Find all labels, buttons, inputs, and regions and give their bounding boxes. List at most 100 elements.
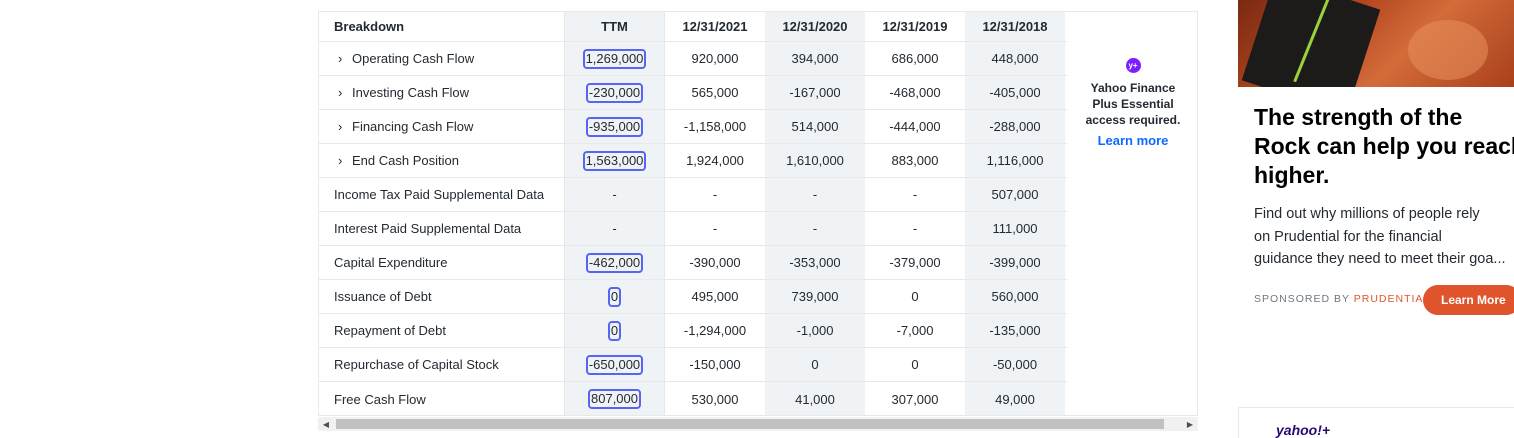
- ad-headline[interactable]: The strength of the Rock can help you re…: [1254, 103, 1514, 190]
- column-header-breakdown: Breakdown: [319, 12, 565, 41]
- value-cell: -135,000: [965, 314, 1065, 347]
- value-cell: -379,000: [865, 246, 965, 279]
- ad-headline-line: The strength of the: [1254, 104, 1463, 130]
- cell-value: -50,000: [992, 357, 1038, 372]
- value-cell: 1,924,000: [665, 144, 765, 177]
- column-header: 12/31/2019: [882, 19, 948, 34]
- cell-value: -468,000: [889, 85, 941, 100]
- table-row: Interest Paid Supplemental Data - - - - 111,0…: [319, 212, 1197, 246]
- row-label-text: Capital Expenditure: [334, 255, 448, 270]
- row-label-text: Issuance of Debt: [334, 289, 432, 304]
- value-cell: -: [665, 178, 765, 211]
- chevron-right-icon[interactable]: ›: [338, 51, 343, 66]
- cell-value: 560,000: [991, 289, 1039, 304]
- table-row: › Financing Cash Flow -935,000 -1,158,000 51…: [319, 110, 1197, 144]
- cell-value: -353,000: [789, 255, 841, 270]
- value-cell: 686,000: [865, 42, 965, 75]
- ad-divider-vertical: [1238, 407, 1239, 438]
- scroll-left-icon[interactable]: ◀: [322, 419, 330, 429]
- yahoo-plus-badge-icon: y+: [1125, 58, 1141, 73]
- ttm-value: -462,000: [585, 252, 644, 273]
- value-cell: 394,000: [765, 42, 865, 75]
- cell-value: 394,000: [791, 51, 839, 66]
- ad-image[interactable]: [1238, 0, 1514, 87]
- value-cell: 0: [765, 348, 865, 381]
- sponsor-name[interactable]: PRUDENTIAL: [1353, 293, 1431, 305]
- chevron-right-icon[interactable]: ›: [338, 119, 343, 134]
- ttm-value: -: [612, 187, 617, 202]
- cell-value: -1,000: [796, 323, 834, 338]
- scrollbar-thumb[interactable]: [336, 419, 1164, 429]
- scroll-right-icon[interactable]: ▶: [1186, 419, 1194, 429]
- ttm-value: 0: [607, 320, 622, 341]
- cell-value: -: [812, 221, 818, 236]
- table-row: › End Cash Position 1,563,000 1,924,000 1,61…: [319, 144, 1197, 178]
- ttm-value: 807,000: [588, 389, 641, 409]
- chevron-right-icon[interactable]: ›: [338, 85, 343, 100]
- row-label[interactable]: › Financing Cash Flow: [319, 110, 565, 143]
- cell-value: -399,000: [989, 255, 1041, 270]
- ad-divider: [1238, 407, 1514, 408]
- cell-value: -390,000: [689, 255, 741, 270]
- cell-value: -: [812, 187, 818, 202]
- ttm-cell: -462,000: [565, 246, 665, 279]
- cell-value: 686,000: [891, 51, 939, 66]
- table-row: › Investing Cash Flow -230,000 565,000 -167,…: [319, 76, 1197, 110]
- row-label[interactable]: › Investing Cash Flow: [319, 76, 565, 109]
- value-cell: 530,000: [665, 382, 765, 415]
- value-cell: 495,000: [665, 280, 765, 313]
- row-label[interactable]: › End Cash Position: [319, 144, 565, 177]
- value-cell: -: [765, 178, 865, 211]
- cell-value: -: [912, 221, 918, 236]
- cell-value: -1,158,000: [683, 119, 747, 134]
- yahoo-plus-logo: yahoo!+: [1276, 422, 1331, 438]
- ad-headline-line: Rock can help you reach: [1254, 133, 1514, 159]
- value-cell: -: [765, 212, 865, 245]
- ttm-cell: 807,000: [565, 382, 665, 415]
- horizontal-scrollbar[interactable]: ◀ ▶: [318, 417, 1198, 431]
- ad-body-line: Find out why millions of people rely: [1254, 206, 1480, 222]
- ad-learn-more-button[interactable]: Learn More: [1423, 285, 1514, 315]
- cash-flow-table: Breakdown TTM 12/31/2021 12/31/2020 12/31/20…: [318, 11, 1198, 416]
- plus-access-panel: y+ Yahoo Finance Plus Essential access r…: [1067, 12, 1197, 415]
- value-cell: -50,000: [965, 348, 1065, 381]
- value-cell: -399,000: [965, 246, 1065, 279]
- cell-value: -1,294,000: [683, 323, 747, 338]
- value-cell: 565,000: [665, 76, 765, 109]
- cell-value: -135,000: [989, 323, 1041, 338]
- ad-body-line: on Prudential for the financial: [1254, 228, 1442, 245]
- ad-headline-line: higher.: [1254, 162, 1330, 188]
- learn-more-link[interactable]: Learn more: [1097, 133, 1169, 148]
- ttm-cell: -650,000: [565, 348, 665, 381]
- value-cell: -468,000: [865, 76, 965, 109]
- row-label: Free Cash Flow: [319, 382, 565, 415]
- row-label-text: End Cash Position: [352, 153, 459, 168]
- column-header: TTM: [565, 12, 665, 41]
- ttm-cell: 0: [565, 314, 665, 347]
- chevron-right-icon[interactable]: ›: [338, 153, 343, 168]
- ttm-value: 1,563,000: [582, 150, 647, 171]
- cell-value: -7,000: [896, 323, 934, 338]
- value-cell: -390,000: [665, 246, 765, 279]
- column-header: 12/31/2020: [765, 12, 865, 41]
- ttm-value: 0: [607, 286, 622, 307]
- cell-value: 41,000: [795, 391, 835, 407]
- cell-value: 111,000: [992, 221, 1038, 236]
- cell-value: 1,924,000: [686, 153, 744, 168]
- row-label-text: Interest Paid Supplemental Data: [334, 221, 522, 236]
- row-label: Repayment of Debt: [319, 314, 565, 347]
- cell-value: 49,000: [995, 391, 1035, 407]
- cell-value: 507,000: [991, 187, 1039, 202]
- row-label-text: Income Tax Paid Supplemental Data: [334, 187, 545, 202]
- ttm-cell: 1,269,000: [565, 42, 665, 75]
- row-label: Interest Paid Supplemental Data: [319, 212, 565, 245]
- cell-value: 307,000: [891, 391, 939, 407]
- value-cell: 111,000: [965, 212, 1065, 245]
- cell-value: 448,000: [991, 51, 1039, 66]
- ttm-cell: -: [565, 212, 665, 245]
- ttm-value: -: [612, 221, 617, 236]
- row-label-text: Repurchase of Capital Stock: [334, 357, 499, 372]
- cell-value: -150,000: [689, 357, 741, 372]
- cell-value: 1,116,000: [986, 153, 1044, 168]
- row-label[interactable]: › Operating Cash Flow: [319, 42, 565, 75]
